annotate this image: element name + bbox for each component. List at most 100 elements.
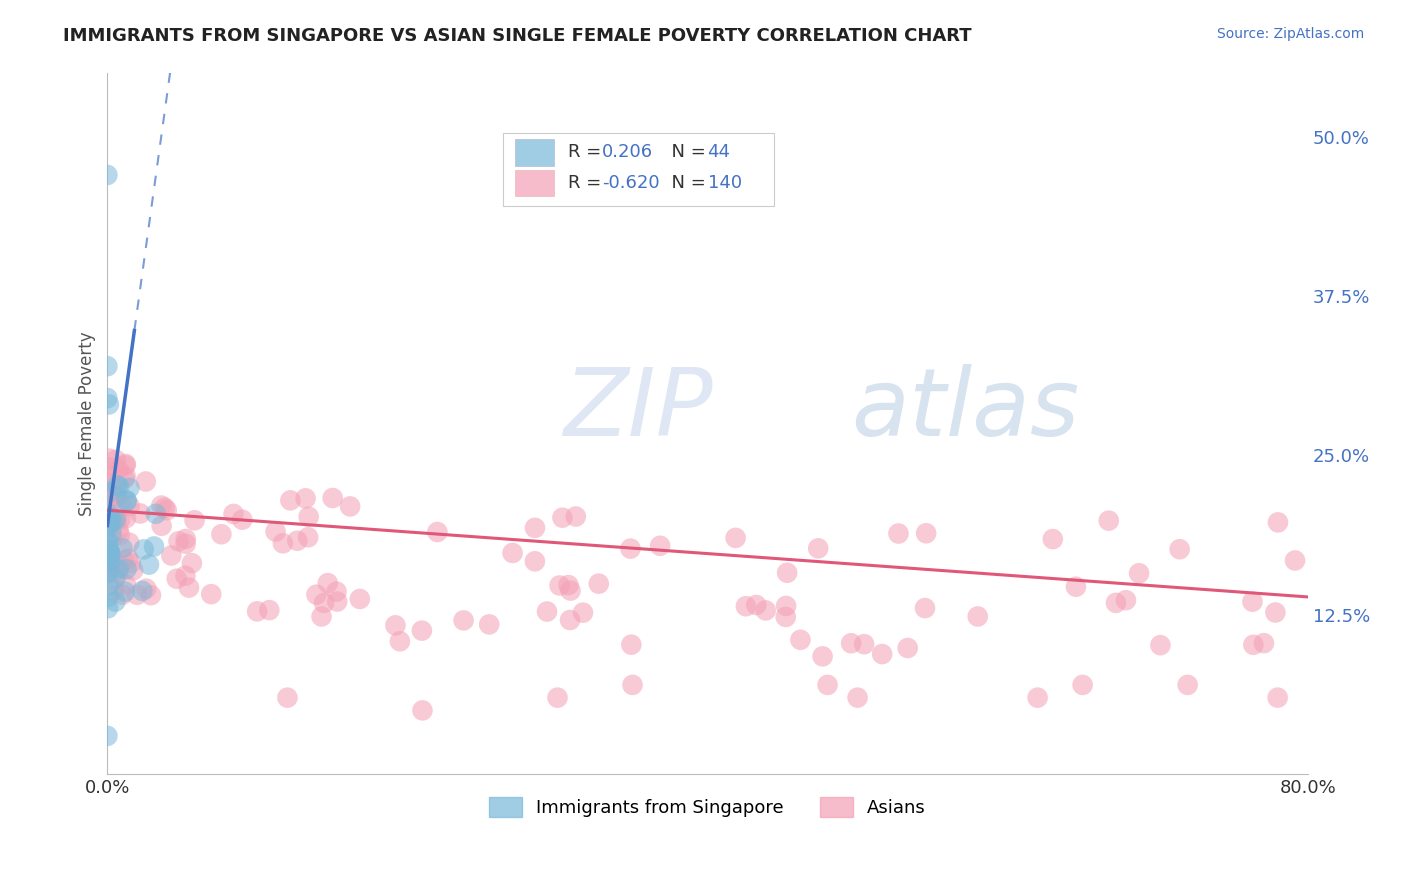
Point bbox=[547, 690, 569, 705]
Point bbox=[145, 507, 167, 521]
Point bbox=[97, 557, 120, 571]
Point bbox=[115, 493, 138, 508]
Point bbox=[98, 460, 121, 475]
Point bbox=[108, 480, 131, 494]
Point bbox=[755, 603, 778, 617]
Point bbox=[103, 488, 125, 502]
Point bbox=[98, 546, 121, 560]
Point bbox=[174, 532, 197, 546]
Point bbox=[915, 526, 938, 541]
Point bbox=[588, 576, 610, 591]
Point bbox=[104, 453, 127, 467]
Point bbox=[1026, 690, 1049, 705]
Point bbox=[105, 511, 128, 525]
Point bbox=[200, 587, 222, 601]
Point bbox=[620, 638, 643, 652]
Point bbox=[111, 588, 134, 602]
Point bbox=[1105, 596, 1128, 610]
Point bbox=[98, 500, 121, 514]
Point bbox=[478, 617, 501, 632]
Point bbox=[96, 359, 118, 374]
Point bbox=[138, 558, 160, 572]
Point bbox=[118, 481, 141, 495]
Point bbox=[1128, 566, 1150, 581]
Point bbox=[1149, 638, 1171, 652]
Point bbox=[96, 391, 118, 405]
Point bbox=[411, 624, 433, 638]
Point bbox=[143, 540, 166, 554]
Text: N =: N = bbox=[659, 174, 711, 192]
Point bbox=[502, 546, 524, 560]
Point bbox=[650, 539, 672, 553]
Point bbox=[101, 471, 124, 485]
Point bbox=[108, 513, 131, 527]
Point bbox=[349, 591, 371, 606]
Text: 0.206: 0.206 bbox=[602, 144, 652, 161]
Point bbox=[107, 566, 129, 581]
Point bbox=[222, 507, 245, 521]
Point bbox=[548, 578, 571, 592]
Point bbox=[100, 559, 122, 574]
Point bbox=[1177, 678, 1199, 692]
Point bbox=[285, 533, 308, 548]
Point bbox=[166, 572, 188, 586]
Point bbox=[97, 590, 120, 604]
Point bbox=[560, 583, 582, 598]
Point bbox=[97, 534, 120, 549]
FancyBboxPatch shape bbox=[503, 133, 773, 206]
Point bbox=[807, 541, 830, 556]
Point bbox=[114, 584, 136, 599]
Point bbox=[326, 594, 349, 608]
Point bbox=[101, 488, 124, 502]
Point bbox=[115, 494, 138, 508]
Point bbox=[297, 530, 319, 544]
Point bbox=[98, 543, 121, 558]
Text: 44: 44 bbox=[707, 144, 731, 161]
Point bbox=[312, 596, 335, 610]
Point bbox=[384, 618, 406, 632]
Point bbox=[104, 513, 127, 527]
Point bbox=[817, 678, 839, 692]
Point bbox=[839, 636, 862, 650]
Point bbox=[97, 565, 120, 579]
Point bbox=[388, 634, 411, 648]
Point bbox=[426, 524, 449, 539]
Text: atlas: atlas bbox=[852, 364, 1080, 455]
Point bbox=[325, 584, 347, 599]
Point bbox=[101, 548, 124, 562]
Point bbox=[316, 576, 339, 591]
Y-axis label: Single Female Poverty: Single Female Poverty bbox=[79, 331, 96, 516]
Point bbox=[557, 578, 579, 592]
Point bbox=[131, 584, 153, 599]
Point bbox=[115, 577, 138, 591]
Point bbox=[621, 678, 644, 692]
Point bbox=[97, 566, 120, 581]
Point bbox=[294, 491, 316, 506]
Point bbox=[117, 551, 139, 566]
Text: N =: N = bbox=[659, 144, 711, 161]
Point bbox=[153, 500, 176, 515]
Point bbox=[1241, 595, 1264, 609]
Point bbox=[115, 511, 138, 525]
Point bbox=[118, 499, 141, 513]
Point bbox=[120, 556, 142, 570]
Point bbox=[97, 547, 120, 561]
Point bbox=[118, 535, 141, 549]
Point bbox=[775, 610, 797, 624]
Point bbox=[108, 528, 131, 542]
Point bbox=[107, 523, 129, 537]
Point bbox=[1264, 606, 1286, 620]
Point bbox=[100, 525, 122, 540]
Point bbox=[114, 469, 136, 483]
Point bbox=[572, 606, 595, 620]
Point bbox=[97, 601, 120, 615]
Text: ZIP: ZIP bbox=[564, 364, 713, 455]
Point bbox=[104, 571, 127, 585]
Point bbox=[776, 566, 799, 580]
Point bbox=[96, 729, 118, 743]
Point bbox=[101, 514, 124, 528]
Point bbox=[735, 599, 758, 614]
Point bbox=[565, 509, 588, 524]
Point bbox=[745, 598, 768, 612]
Point bbox=[98, 548, 121, 562]
